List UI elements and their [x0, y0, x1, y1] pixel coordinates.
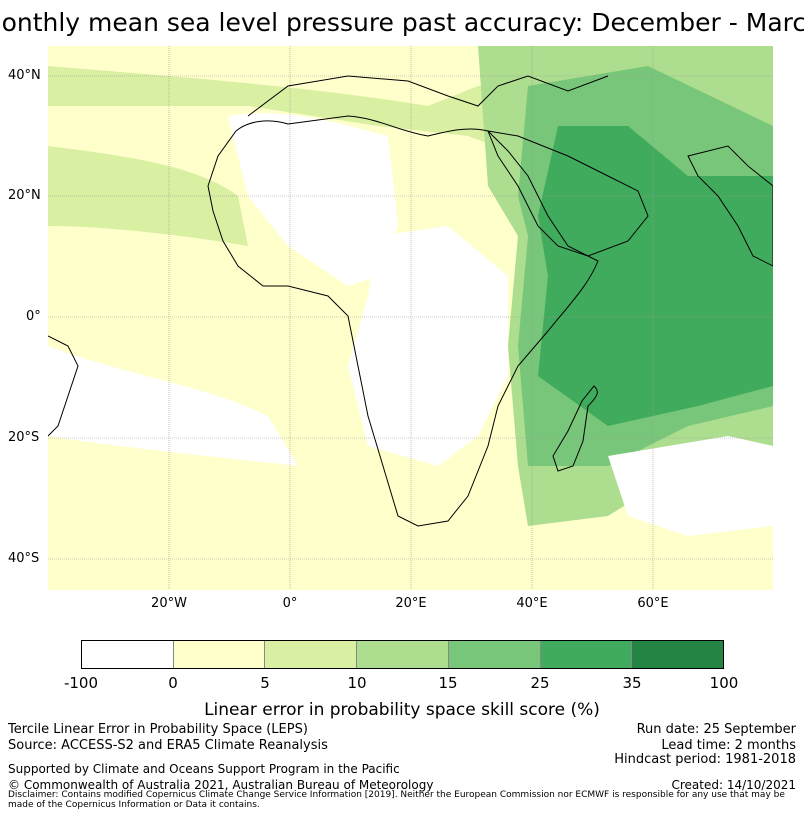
- lat-label-40s: 40°S: [8, 551, 40, 566]
- field-white-indian: [608, 436, 773, 536]
- colorbar-swatch-6: [632, 641, 724, 668]
- gridlines: [48, 46, 773, 590]
- colorbar-swatch-5: [540, 641, 633, 668]
- lead-time: Lead time: 2 months: [661, 738, 796, 753]
- field-white-sahara: [228, 113, 398, 287]
- map-canvas: [48, 46, 773, 590]
- field-dark-green: [538, 126, 773, 426]
- lon-label-0: 0°: [282, 596, 298, 611]
- colorbar-tick: 25: [530, 674, 550, 692]
- footer-support: Supported by Climate and Oceans Support …: [8, 762, 400, 776]
- colorbar: [81, 640, 724, 669]
- colorbar-tick: 5: [260, 674, 270, 692]
- lat-label-20s: 20°S: [8, 430, 40, 445]
- coastline-madagascar: [552, 385, 598, 472]
- colorbar-swatch-1: [173, 641, 266, 668]
- colorbar-swatch-4: [448, 641, 541, 668]
- field-white-south: [48, 346, 298, 466]
- lon-label-20w: 20°W: [151, 596, 187, 611]
- chart-title: Monthly mean sea level pressure past acc…: [0, 8, 804, 37]
- colorbar-tick: 0: [168, 674, 178, 692]
- coastline-africa: [207, 115, 599, 527]
- coastline-europe: [247, 75, 609, 117]
- colorbar-tick: 15: [438, 674, 458, 692]
- hindcast-period: Hindcast period: 1981-2018: [614, 752, 796, 767]
- disclaimer: Disclaimer: Contains modified Copernicus…: [8, 790, 785, 810]
- colorbar-swatch-2: [265, 641, 358, 668]
- created-date: Created: 14/10/2021: [671, 778, 796, 792]
- colorbar-swatch-0: [82, 641, 174, 668]
- lat-label-0: 0°: [26, 309, 41, 324]
- footer-leps: Tercile Linear Error in Probability Spac…: [8, 722, 308, 737]
- run-date: Run date: 25 September: [636, 722, 796, 737]
- coastline-india: [687, 145, 773, 267]
- coastline-arabia: [486, 130, 649, 257]
- footer-copyright: © Commonwealth of Australia 2021, Austra…: [8, 778, 434, 792]
- colorbar-tick: 35: [622, 674, 642, 692]
- colorbar-label: Linear error in probability space skill …: [204, 700, 600, 720]
- lat-label-40n: 40°N: [8, 68, 41, 83]
- colorbar-swatch-3: [357, 641, 449, 668]
- lon-label-40e: 40°E: [516, 596, 548, 611]
- lat-label-20n: 20°N: [8, 188, 41, 203]
- coastlines: [48, 75, 773, 527]
- colorbar-tick: 10: [347, 674, 367, 692]
- field-white-central: [348, 226, 508, 466]
- skill-map[interactable]: [48, 46, 773, 590]
- colorbar-tick: -100: [63, 674, 99, 692]
- lon-label-20e: 20°E: [395, 596, 427, 611]
- footer-source: Source: ACCESS-S2 and ERA5 Climate Reana…: [8, 738, 328, 753]
- colorbar-tick: 100: [709, 674, 739, 692]
- coastline-southamerica: [48, 335, 79, 437]
- lon-label-60e: 60°E: [637, 596, 669, 611]
